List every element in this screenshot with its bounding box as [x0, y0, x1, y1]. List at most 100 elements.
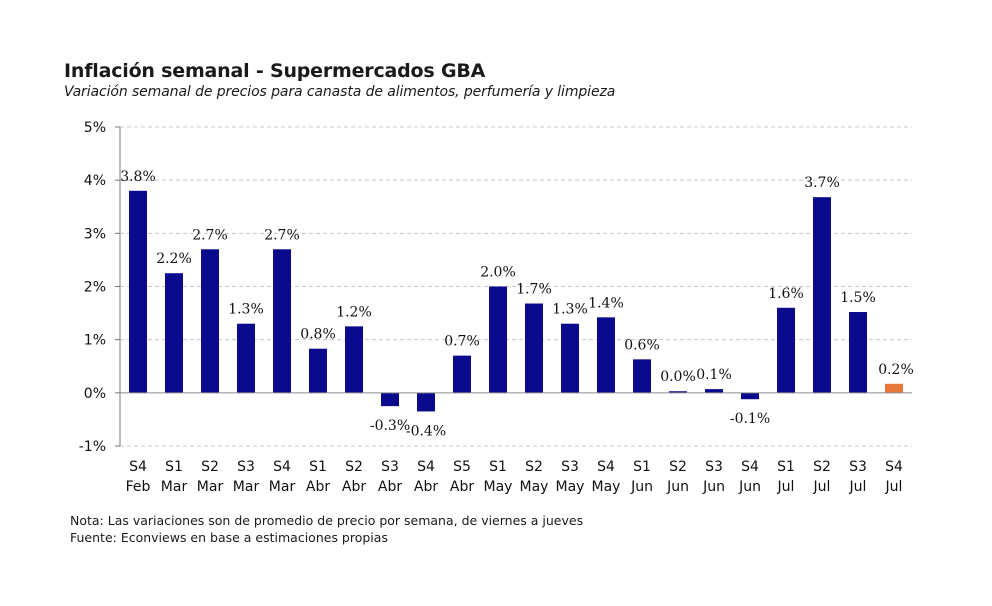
- x-tick-label: S4: [129, 459, 147, 475]
- x-tick-label: Abr: [306, 479, 330, 495]
- data-label: 3.7%: [804, 175, 840, 191]
- x-tick-label: Jul: [885, 479, 903, 495]
- x-tick-label: Mar: [269, 479, 296, 495]
- x-tick-label: S3: [849, 459, 867, 475]
- x-tick-label: S3: [381, 459, 399, 475]
- chart-title: Inflación semanal - Supermercados GBA: [64, 60, 486, 82]
- bar: [489, 286, 507, 393]
- x-tick-label: Mar: [161, 479, 188, 495]
- x-tick-label: S1: [165, 459, 183, 475]
- data-label: 1.6%: [768, 286, 804, 302]
- x-tick-label: S2: [345, 459, 363, 475]
- data-label: 2.0%: [480, 265, 516, 281]
- bar: [849, 312, 867, 393]
- x-tick-label: Jun: [702, 479, 725, 495]
- bar: [525, 303, 543, 393]
- x-tick-label: S3: [237, 459, 255, 475]
- x-tick-label: S1: [633, 459, 651, 475]
- x-tick-label: S1: [777, 459, 795, 475]
- bar: [417, 392, 435, 412]
- y-tick-label: 4%: [84, 173, 106, 189]
- data-label: -0.3%: [370, 418, 410, 434]
- x-tick-label: Jul: [849, 479, 867, 495]
- bar: [705, 389, 723, 393]
- bar: [561, 323, 579, 393]
- footnote: Nota: Las variaciones son de promedio de…: [70, 513, 584, 528]
- data-label: 0.1%: [696, 367, 732, 383]
- bar: [129, 190, 147, 393]
- bar: [741, 392, 759, 400]
- bar: [777, 307, 795, 393]
- y-tick-label: 3%: [84, 226, 106, 242]
- x-tick-label: S4: [417, 459, 435, 475]
- chart-subtitle: Variación semanal de precios para canast…: [64, 84, 616, 100]
- x-tick-label: Jul: [813, 479, 831, 495]
- y-tick-label: -1%: [79, 439, 106, 455]
- bar: [273, 249, 291, 393]
- bar: [165, 273, 183, 393]
- x-tick-label: May: [484, 479, 513, 495]
- data-label: 2.2%: [156, 251, 192, 267]
- x-tick-label: S4: [597, 459, 615, 475]
- x-tick-label: S3: [561, 459, 579, 475]
- x-tick-label: Jun: [630, 479, 653, 495]
- x-tick-label: Feb: [126, 479, 151, 495]
- x-tick-label: S2: [201, 459, 219, 475]
- x-tick-label: Abr: [414, 479, 438, 495]
- data-label: 1.3%: [228, 302, 264, 318]
- x-tick-label: S3: [705, 459, 723, 475]
- bar: [885, 383, 903, 393]
- data-label: 0.6%: [624, 337, 660, 353]
- data-label: 1.3%: [552, 302, 588, 318]
- x-tick-label: S5: [453, 459, 471, 475]
- bar: [381, 392, 399, 407]
- data-label: -0.1%: [730, 411, 770, 427]
- bar: [309, 348, 327, 393]
- data-label: 0.0%: [660, 369, 696, 385]
- y-tick-label: 1%: [84, 333, 106, 349]
- bar: [201, 249, 219, 393]
- x-tick-label: S1: [489, 459, 507, 475]
- x-tick-label: S2: [669, 459, 687, 475]
- data-label: -0.4%: [406, 423, 446, 439]
- data-label: 2.7%: [192, 227, 228, 243]
- x-tick-label: Abr: [378, 479, 402, 495]
- data-label: 1.7%: [516, 282, 552, 298]
- bar: [633, 359, 651, 393]
- x-tick-label: Abr: [450, 479, 474, 495]
- data-label: 1.5%: [840, 290, 876, 306]
- x-tick-label: S4: [273, 459, 291, 475]
- bar: [345, 326, 363, 393]
- x-tick-label: May: [520, 479, 549, 495]
- x-tick-label: Jul: [777, 479, 795, 495]
- x-tick-label: Abr: [342, 479, 366, 495]
- x-tick-label: Mar: [197, 479, 224, 495]
- x-tick-label: Jun: [738, 479, 761, 495]
- y-tick-label: 2%: [84, 280, 106, 296]
- bar: [813, 197, 831, 393]
- x-tick-label: S2: [813, 459, 831, 475]
- bar: [453, 355, 471, 393]
- data-label: 0.8%: [300, 327, 336, 343]
- bar: [237, 323, 255, 393]
- bar: [669, 391, 687, 393]
- x-tick-label: S1: [309, 459, 327, 475]
- data-label: 2.7%: [264, 227, 300, 243]
- data-label: 1.2%: [336, 304, 372, 320]
- x-tick-label: S4: [741, 459, 759, 475]
- data-label: 3.8%: [120, 169, 156, 185]
- y-tick-label: 0%: [84, 386, 106, 402]
- x-tick-label: S2: [525, 459, 543, 475]
- bar: [597, 317, 615, 393]
- data-label: 0.7%: [444, 334, 480, 350]
- data-label: 0.2%: [878, 362, 914, 378]
- x-tick-label: May: [592, 479, 621, 495]
- x-tick-label: May: [556, 479, 585, 495]
- source-note: Fuente: Econviews en base a estimaciones…: [70, 530, 388, 545]
- data-label: 1.4%: [588, 295, 624, 311]
- x-tick-label: S4: [885, 459, 903, 475]
- x-tick-label: Jun: [666, 479, 689, 495]
- y-tick-label: 5%: [84, 120, 106, 136]
- x-tick-label: Mar: [233, 479, 260, 495]
